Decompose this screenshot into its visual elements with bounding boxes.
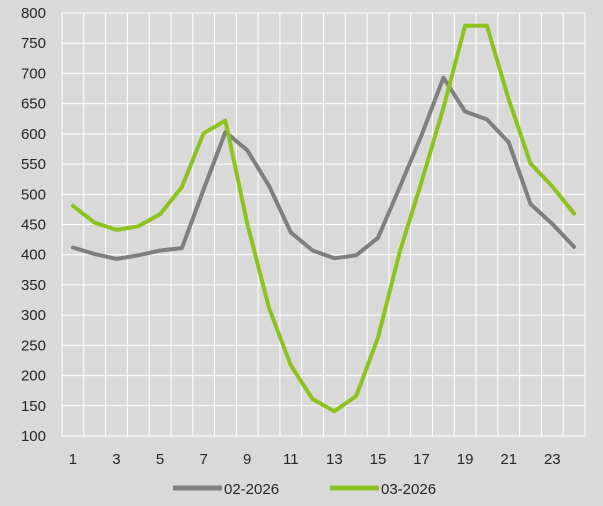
- series-line-03-2026: [70, 23, 577, 414]
- y-tick-label: 150: [21, 398, 46, 415]
- y-tick-label: 300: [21, 307, 46, 324]
- y-tick-label: 750: [21, 35, 46, 52]
- y-tick-label: 200: [21, 368, 46, 385]
- y-tick-label: 400: [21, 247, 46, 264]
- y-tick-label: 550: [21, 156, 46, 173]
- y-tick-label: 800: [21, 5, 46, 22]
- y-tick-label: 350: [21, 277, 46, 294]
- y-tick-label: 450: [21, 217, 46, 234]
- x-tick-label: 7: [199, 451, 207, 468]
- y-tick-label: 650: [21, 96, 46, 113]
- series-line-02-2026: [70, 75, 577, 261]
- x-tick-label: 9: [243, 451, 251, 468]
- y-tick-label: 100: [21, 428, 46, 445]
- y-tick-label: 700: [21, 65, 46, 82]
- x-tick-label: 21: [500, 451, 517, 468]
- x-tick-label: 15: [370, 451, 387, 468]
- y-tick-label: 250: [21, 337, 46, 354]
- legend-label: 02-2026: [224, 481, 279, 498]
- x-tick-label: 3: [112, 451, 120, 468]
- y-tick-label: 600: [21, 126, 46, 143]
- x-tick-label: 5: [156, 451, 164, 468]
- x-tick-label: 13: [326, 451, 343, 468]
- x-tick-label: 11: [283, 451, 299, 468]
- x-tick-label: 1: [69, 451, 77, 468]
- y-tick-label: 500: [21, 186, 46, 203]
- x-tick-label: 23: [544, 451, 561, 468]
- x-tick-label: 19: [457, 451, 474, 468]
- legend-label: 03-2026: [381, 481, 436, 498]
- x-tick-label: 17: [413, 451, 430, 468]
